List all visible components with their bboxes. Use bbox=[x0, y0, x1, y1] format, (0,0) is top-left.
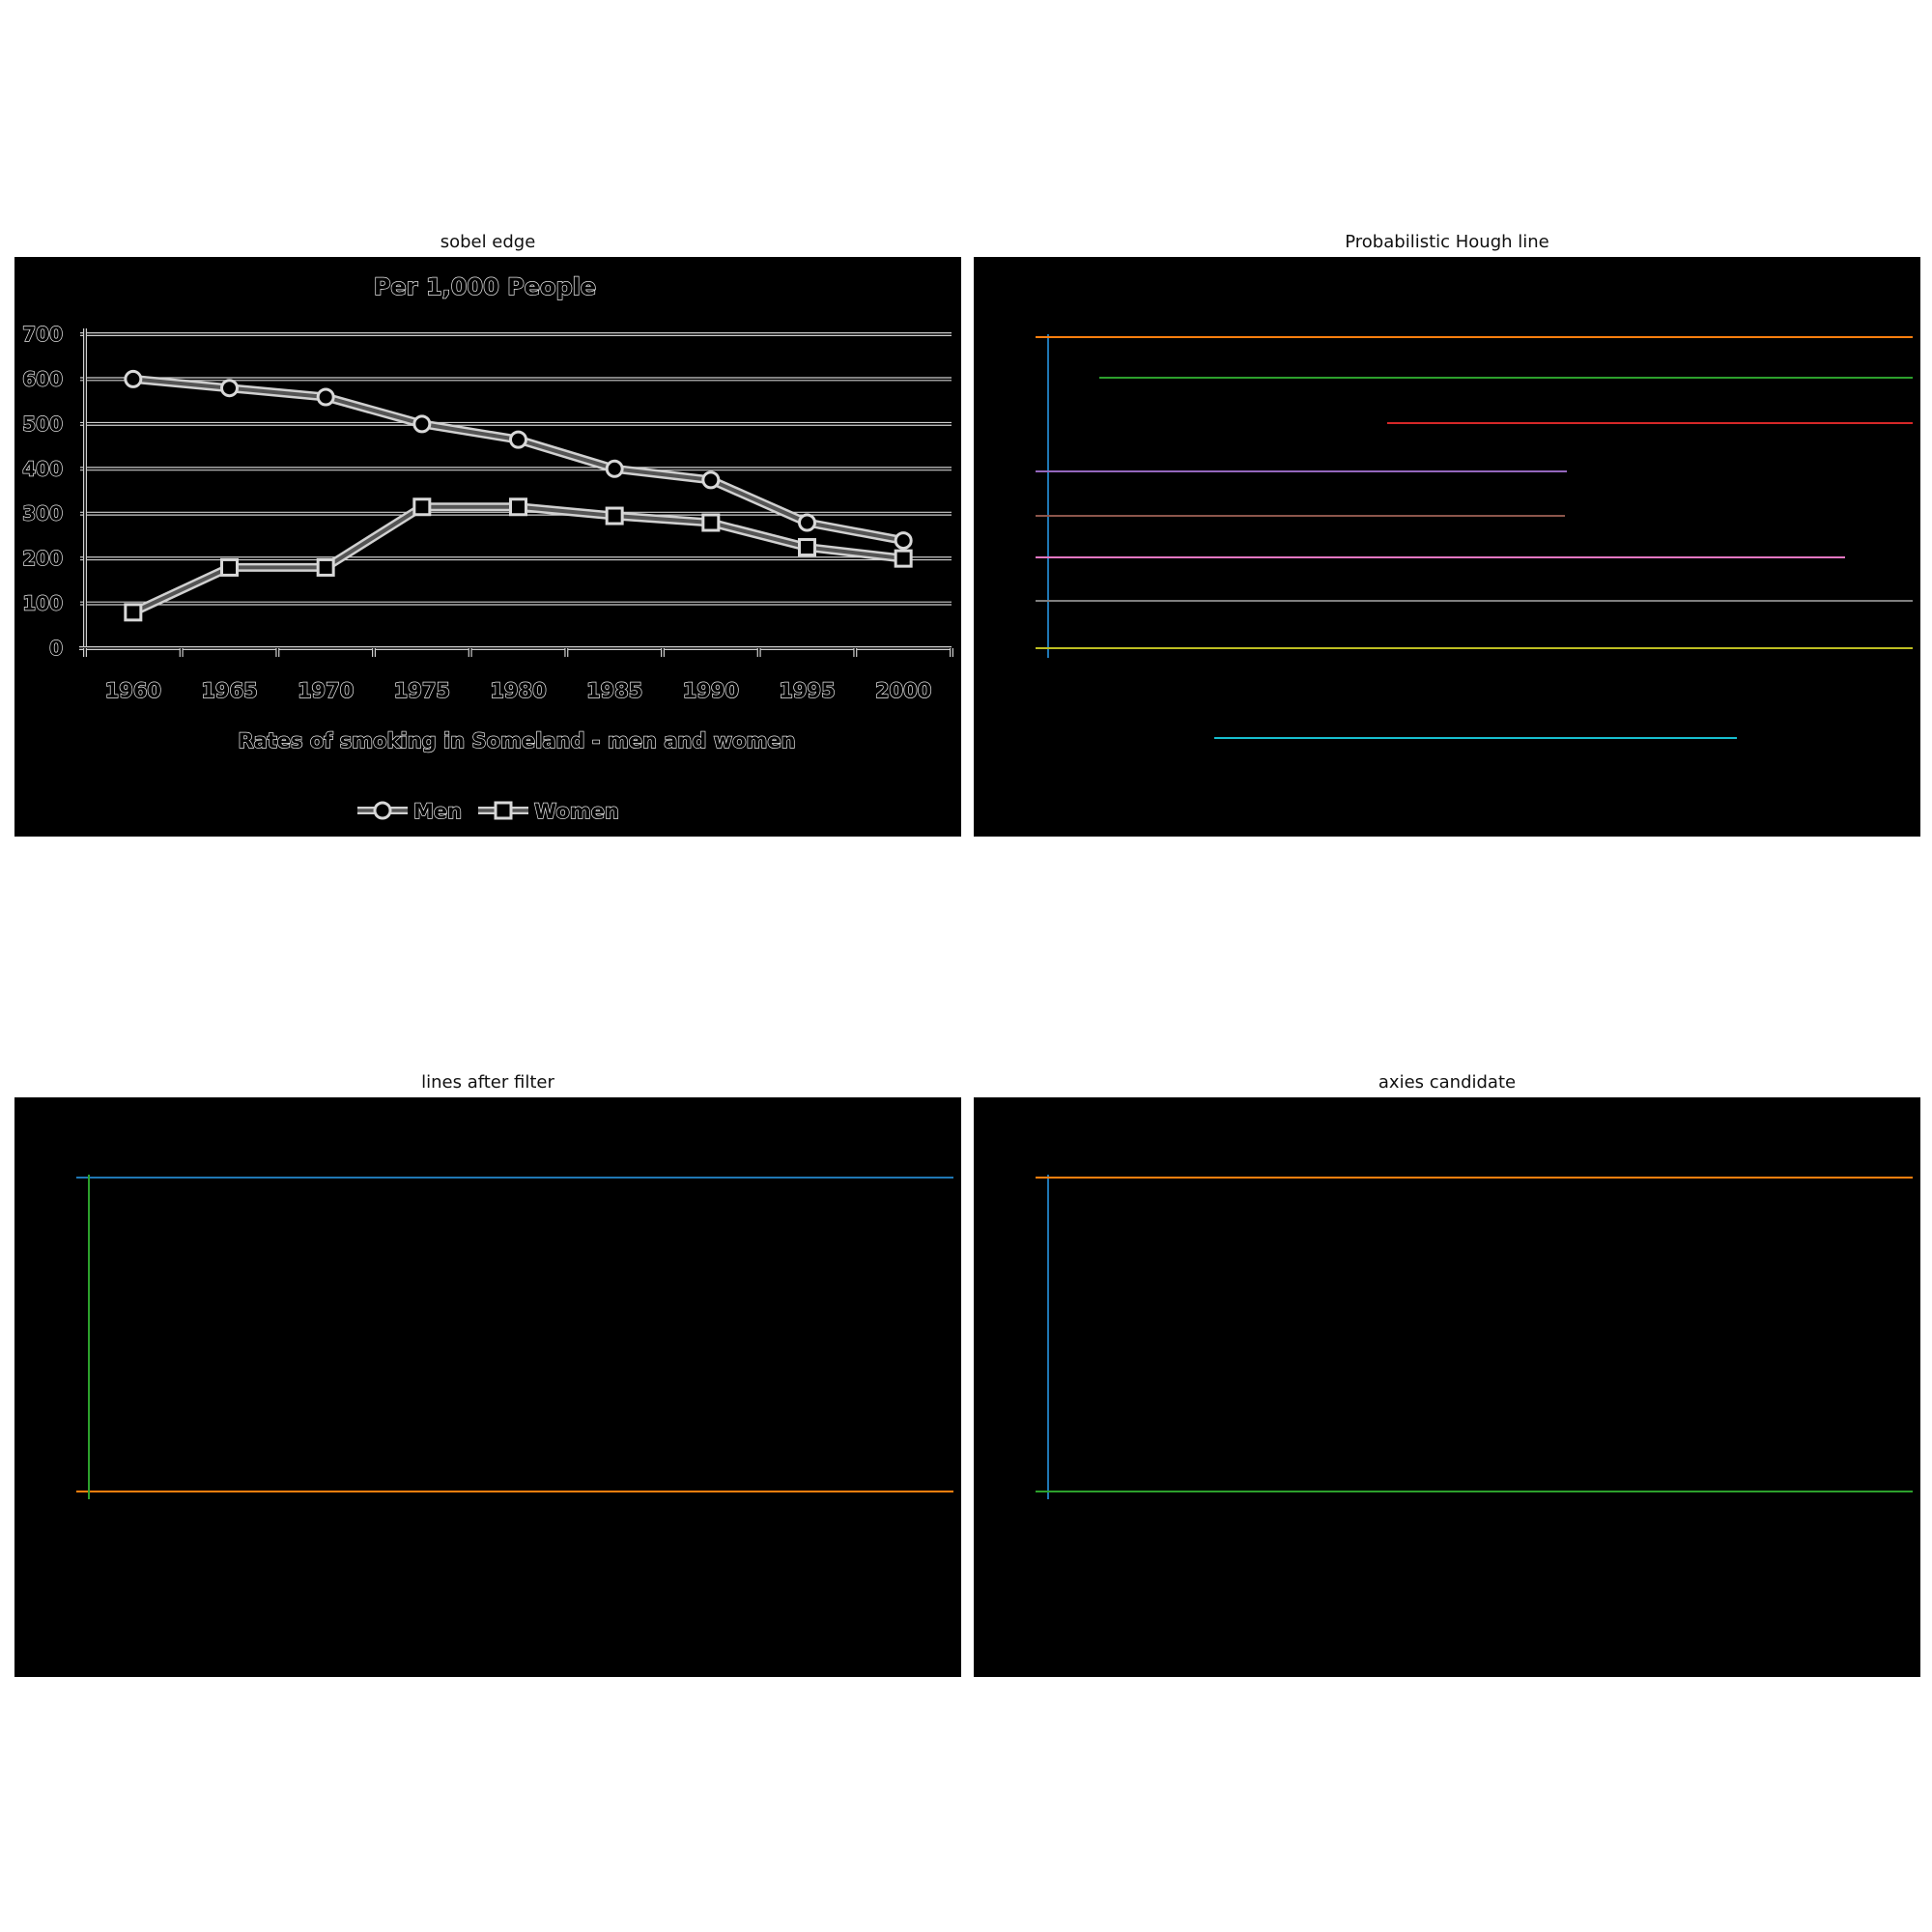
chart-axes bbox=[79, 328, 953, 657]
x-tick-label-1960: 1960 bbox=[105, 679, 161, 702]
women-point-1990 bbox=[701, 513, 721, 532]
women-point-1960 bbox=[124, 603, 143, 622]
sobel-panel: Per 1,000 People 0 100 200 300 400 500 600 700 … bbox=[14, 257, 961, 837]
legend-women-marker bbox=[494, 801, 513, 820]
legend-men-marker bbox=[373, 801, 392, 820]
hough-panel-title: Probabilistic Hough line bbox=[1345, 232, 1549, 252]
y-tick-label-700: 700 bbox=[22, 323, 63, 346]
women-point-1970 bbox=[316, 557, 335, 577]
grid-lines bbox=[80, 332, 952, 606]
y-tick-labels: 0 100 200 300 400 500 600 700 bbox=[22, 322, 64, 660]
hough-panel bbox=[974, 257, 1920, 837]
sobel-edge-chart: Per 1,000 People 0100200300400500600700 … bbox=[22, 272, 953, 824]
sobel-panel-title: sobel edge bbox=[440, 232, 536, 252]
y-tick-label-200: 200 bbox=[22, 547, 63, 570]
women-point-1985 bbox=[605, 506, 624, 526]
women-point-1995 bbox=[798, 538, 816, 557]
x-tick-labels: 1960 1965 1970 1975 1980 1985 1990 1995 2000 bbox=[104, 678, 932, 702]
axes-panel bbox=[974, 1097, 1920, 1677]
legend: Men Women bbox=[357, 799, 620, 824]
filtered-panel bbox=[14, 1097, 961, 1677]
men-point-1970 bbox=[316, 387, 335, 407]
women-point-2000 bbox=[894, 549, 913, 568]
x-tick-label-1975: 1975 bbox=[394, 679, 450, 702]
men-point-1990 bbox=[701, 470, 721, 490]
women-point-1980 bbox=[509, 497, 527, 517]
x-tick-label-1980: 1980 bbox=[490, 679, 546, 702]
women-point-1975 bbox=[412, 497, 432, 517]
x-tick-label-1995: 1995 bbox=[779, 679, 835, 702]
y-tick-label-400: 400 bbox=[22, 457, 63, 480]
y-tick-label-100: 100 bbox=[22, 592, 63, 615]
men-point-1975 bbox=[412, 414, 432, 434]
men-point-1960 bbox=[124, 369, 143, 388]
axes-panel-title: axies candidate bbox=[1378, 1072, 1517, 1093]
men-point-2000 bbox=[894, 531, 913, 551]
y-tick-label-500: 500 bbox=[22, 412, 63, 436]
x-tick-label-1990: 1990 bbox=[683, 679, 739, 702]
x-tick-label-1970: 1970 bbox=[298, 679, 354, 702]
legend-women-label: Women bbox=[534, 800, 619, 823]
y-tick-label-600: 600 bbox=[22, 367, 63, 390]
men-point-1985 bbox=[605, 459, 624, 478]
men-point-1995 bbox=[798, 513, 816, 532]
x-tick-label-1985: 1985 bbox=[586, 679, 642, 702]
hough-lines-plot bbox=[1036, 334, 1913, 739]
y-tick-label-0: 0 bbox=[49, 637, 63, 660]
filtered-lines-plot bbox=[76, 1175, 953, 1499]
filtered-panel-title: lines after filter bbox=[421, 1072, 554, 1093]
women-point-1965 bbox=[220, 557, 239, 577]
men-point-1965 bbox=[220, 379, 239, 398]
men-point-1980 bbox=[509, 430, 527, 449]
x-tick-label-1965: 1965 bbox=[201, 679, 257, 702]
series-lines bbox=[124, 369, 913, 622]
men-line-outline bbox=[132, 374, 904, 545]
x-tick-label-2000: 2000 bbox=[875, 679, 931, 702]
legend-men-label: Men bbox=[413, 800, 462, 823]
chart-title: Per 1,000 People bbox=[374, 273, 596, 300]
y-tick-label-300: 300 bbox=[22, 502, 63, 526]
axes-candidate-plot bbox=[1036, 1175, 1913, 1499]
x-axis-label: Rates of smoking in Someland - men and w… bbox=[238, 729, 795, 753]
